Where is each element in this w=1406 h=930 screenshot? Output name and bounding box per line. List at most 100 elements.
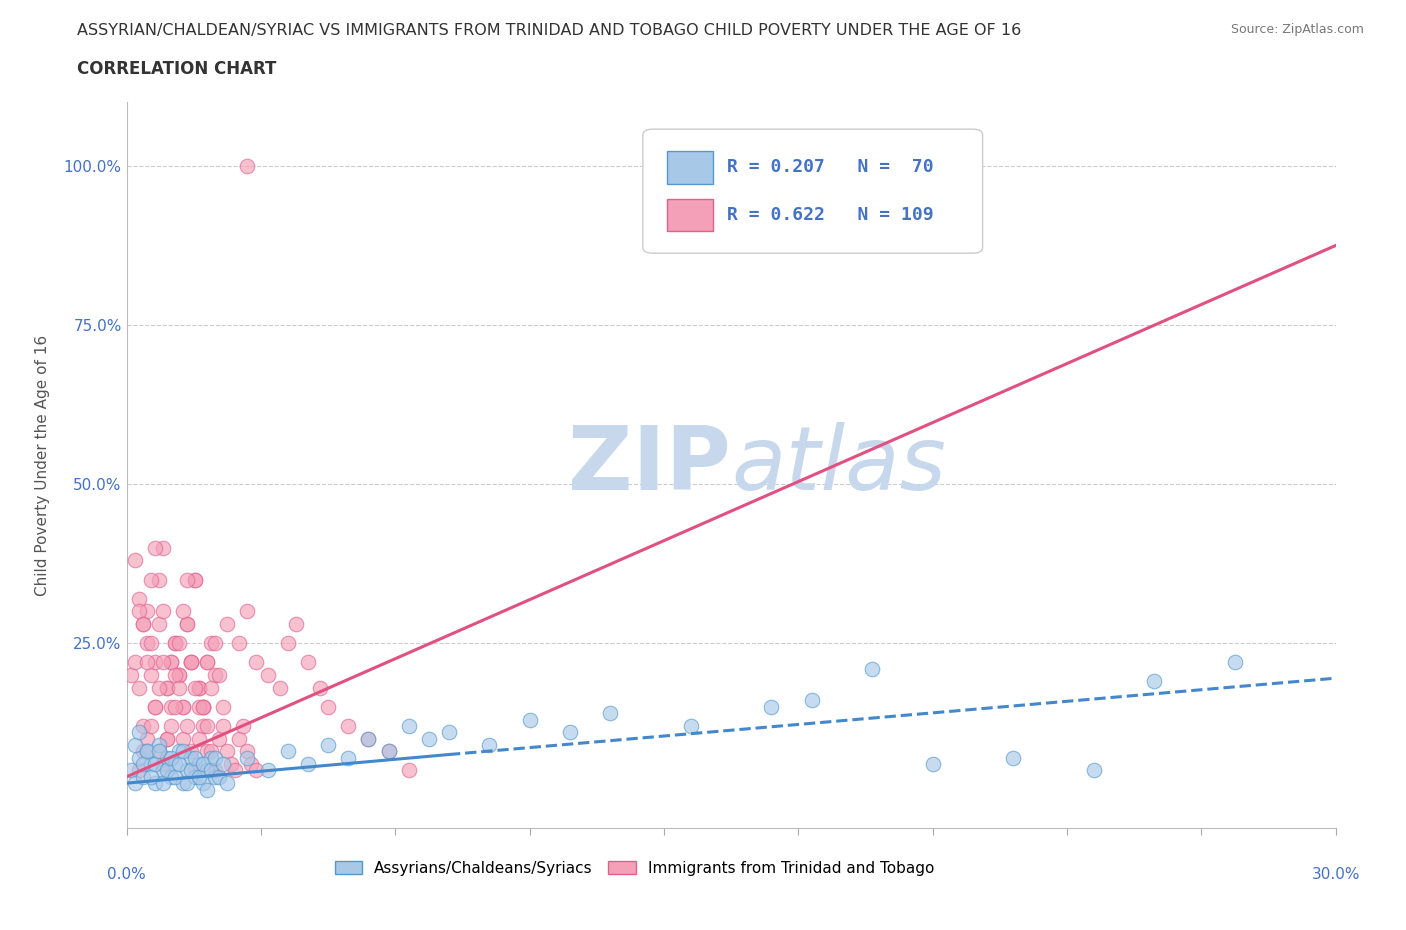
Point — [124, 655, 146, 670]
Point — [139, 719, 162, 734]
Point — [1083, 763, 1105, 777]
Point — [761, 699, 783, 714]
Point — [143, 655, 166, 670]
Point — [143, 699, 166, 714]
Point — [135, 744, 157, 759]
Point — [167, 636, 190, 651]
Point — [184, 751, 207, 765]
Point — [160, 751, 183, 765]
Point — [316, 737, 339, 752]
Point — [180, 744, 202, 759]
Point — [135, 636, 157, 651]
Point — [167, 680, 190, 695]
Point — [269, 680, 291, 695]
Point — [148, 744, 170, 759]
Point — [200, 744, 222, 759]
Point — [160, 699, 183, 714]
Text: atlas: atlas — [731, 422, 946, 508]
Point — [180, 763, 202, 777]
Point — [131, 617, 153, 631]
Point — [180, 655, 202, 670]
Point — [172, 731, 194, 746]
Point — [256, 668, 278, 683]
Point — [135, 744, 157, 759]
Point — [128, 724, 150, 739]
Point — [204, 751, 226, 765]
Point — [478, 737, 501, 752]
Point — [163, 769, 186, 784]
Point — [297, 655, 319, 670]
Point — [143, 699, 166, 714]
Point — [212, 719, 235, 734]
Point — [236, 604, 259, 618]
Point — [195, 744, 218, 759]
Point — [236, 158, 259, 173]
Point — [160, 769, 183, 784]
Point — [143, 757, 166, 772]
Point — [156, 731, 179, 746]
Point — [143, 540, 166, 555]
Point — [277, 744, 299, 759]
Point — [139, 757, 162, 772]
Point — [128, 604, 150, 618]
Text: ZIP: ZIP — [568, 421, 731, 509]
Point — [204, 636, 226, 651]
Point — [176, 763, 198, 777]
Point — [200, 751, 222, 765]
Point — [208, 731, 231, 746]
Point — [167, 668, 190, 683]
Point — [236, 751, 259, 765]
Point — [208, 668, 231, 683]
Point — [184, 769, 207, 784]
Point — [679, 719, 702, 734]
Point — [191, 699, 214, 714]
FancyBboxPatch shape — [666, 151, 713, 183]
Point — [240, 757, 263, 772]
Point — [309, 680, 332, 695]
Point — [191, 699, 214, 714]
Point — [245, 655, 267, 670]
Point — [245, 763, 267, 777]
Point — [131, 757, 153, 772]
Point — [131, 617, 153, 631]
Point — [418, 731, 440, 746]
Y-axis label: Child Poverty Under the Age of 16: Child Poverty Under the Age of 16 — [35, 335, 49, 595]
Point — [167, 744, 190, 759]
Point — [128, 763, 150, 777]
Point — [599, 706, 621, 721]
Point — [135, 731, 157, 746]
Point — [156, 680, 179, 695]
Point — [148, 617, 170, 631]
Point — [180, 655, 202, 670]
Point — [172, 699, 194, 714]
Point — [204, 769, 226, 784]
Point — [167, 668, 190, 683]
Point — [180, 751, 202, 765]
Point — [152, 540, 174, 555]
Point — [212, 699, 235, 714]
Point — [558, 724, 581, 739]
Point — [120, 763, 142, 777]
Point — [152, 757, 174, 772]
Point — [156, 751, 179, 765]
Point — [191, 699, 214, 714]
Point — [191, 719, 214, 734]
Point — [921, 757, 943, 772]
Point — [204, 763, 226, 777]
Point — [172, 604, 194, 618]
Point — [135, 655, 157, 670]
Point — [184, 763, 207, 777]
Point — [188, 769, 211, 784]
Point — [172, 699, 194, 714]
Point — [163, 668, 186, 683]
Point — [148, 744, 170, 759]
Point — [160, 655, 183, 670]
Point — [217, 744, 239, 759]
Point — [1002, 751, 1025, 765]
FancyBboxPatch shape — [643, 129, 983, 253]
Point — [195, 763, 218, 777]
Point — [163, 699, 186, 714]
Point — [1143, 674, 1166, 689]
Text: ASSYRIAN/CHALDEAN/SYRIAC VS IMMIGRANTS FROM TRINIDAD AND TOBAGO CHILD POVERTY UN: ASSYRIAN/CHALDEAN/SYRIAC VS IMMIGRANTS F… — [77, 23, 1022, 38]
Point — [156, 731, 179, 746]
